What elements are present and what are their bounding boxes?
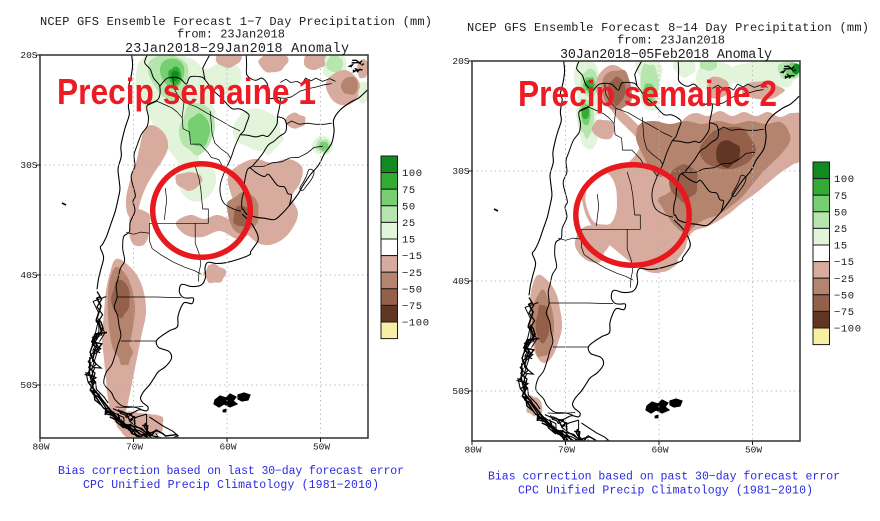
svg-text:40S: 40S xyxy=(452,276,469,287)
svg-text:CPC Unified Precip Climatology: CPC Unified Precip Climatology (1981−201… xyxy=(83,479,379,492)
svg-text:−25: −25 xyxy=(402,268,423,280)
svg-text:from: 23Jan2018: from: 23Jan2018 xyxy=(177,28,285,42)
svg-text:NCEP GFS Ensemble Forecast 1−7: NCEP GFS Ensemble Forecast 1−7 Day Preci… xyxy=(40,15,432,29)
svg-text:NCEP GFS Ensemble Forecast 8−1: NCEP GFS Ensemble Forecast 8−14 Day Prec… xyxy=(467,21,869,35)
svg-text:50W: 50W xyxy=(745,445,762,456)
svg-text:25: 25 xyxy=(834,224,848,236)
svg-text:Precip semaine 2: Precip semaine 2 xyxy=(518,73,777,114)
svg-text:100: 100 xyxy=(402,168,423,180)
svg-text:30S: 30S xyxy=(452,166,469,177)
svg-text:75: 75 xyxy=(834,191,848,203)
svg-text:−100: −100 xyxy=(402,318,430,330)
svg-text:CPC Unified Precip Climatology: CPC Unified Precip Climatology (1981−201… xyxy=(518,485,813,498)
svg-text:50S: 50S xyxy=(20,380,37,391)
svg-text:70W: 70W xyxy=(558,445,575,456)
svg-text:30S: 30S xyxy=(20,160,37,171)
svg-text:−15: −15 xyxy=(834,257,855,269)
svg-text:50: 50 xyxy=(402,201,416,213)
svg-text:−75: −75 xyxy=(402,301,423,313)
svg-text:−15: −15 xyxy=(402,251,423,263)
svg-text:50: 50 xyxy=(834,207,848,219)
svg-text:−50: −50 xyxy=(402,284,423,296)
svg-text:100: 100 xyxy=(834,174,855,186)
svg-text:15: 15 xyxy=(834,241,848,253)
svg-text:75: 75 xyxy=(402,185,416,197)
svg-text:30Jan2018−05Feb2018 Anomaly: 30Jan2018−05Feb2018 Anomaly xyxy=(560,48,772,63)
svg-text:50W: 50W xyxy=(313,442,330,453)
svg-text:80W: 80W xyxy=(32,442,49,453)
svg-text:50S: 50S xyxy=(452,386,469,397)
svg-text:23Jan2018−29Jan2018 Anomaly: 23Jan2018−29Jan2018 Anomaly xyxy=(125,42,349,57)
svg-text:70W: 70W xyxy=(126,442,143,453)
svg-text:Bias correction based on last: Bias correction based on last 30−day for… xyxy=(58,465,404,478)
svg-text:Bias correction based on past: Bias correction based on past 30−day for… xyxy=(488,471,840,484)
svg-text:15: 15 xyxy=(402,235,416,247)
svg-text:Precip semaine 1: Precip semaine 1 xyxy=(57,71,316,112)
svg-text:40S: 40S xyxy=(20,270,37,281)
svg-text:−50: −50 xyxy=(834,290,855,302)
svg-text:−25: −25 xyxy=(834,274,855,286)
svg-text:−100: −100 xyxy=(834,324,862,336)
svg-text:60W: 60W xyxy=(651,445,668,456)
svg-text:−75: −75 xyxy=(834,307,855,319)
svg-text:from: 23Jan2018: from: 23Jan2018 xyxy=(617,34,725,48)
svg-text:60W: 60W xyxy=(219,442,236,453)
svg-text:20S: 20S xyxy=(452,56,469,67)
svg-text:80W: 80W xyxy=(464,445,481,456)
svg-text:20S: 20S xyxy=(20,50,37,61)
svg-text:25: 25 xyxy=(402,218,416,230)
